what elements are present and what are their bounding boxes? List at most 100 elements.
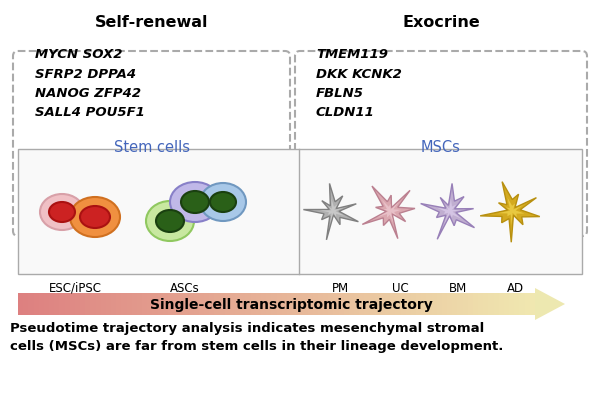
Polygon shape bbox=[59, 197, 242, 199]
Bar bbox=[152, 293, 158, 315]
Polygon shape bbox=[52, 187, 250, 188]
Polygon shape bbox=[73, 217, 228, 219]
Polygon shape bbox=[327, 178, 555, 179]
Polygon shape bbox=[308, 151, 574, 152]
Polygon shape bbox=[77, 222, 223, 224]
Bar bbox=[349, 293, 355, 315]
Bar bbox=[282, 293, 288, 315]
Polygon shape bbox=[37, 166, 265, 169]
Polygon shape bbox=[55, 192, 246, 193]
Text: TMEM119
DKK KCNK2
FBLN5
CLDN11: TMEM119 DKK KCNK2 FBLN5 CLDN11 bbox=[316, 48, 402, 119]
Bar bbox=[246, 293, 251, 315]
Bar bbox=[515, 293, 520, 315]
Text: ASCs: ASCs bbox=[170, 281, 200, 294]
Bar bbox=[256, 293, 262, 315]
Polygon shape bbox=[62, 201, 240, 202]
Polygon shape bbox=[64, 204, 237, 206]
Bar bbox=[385, 293, 391, 315]
Polygon shape bbox=[362, 226, 521, 228]
Bar bbox=[18, 293, 24, 315]
Bar bbox=[90, 293, 96, 315]
Polygon shape bbox=[316, 161, 567, 163]
Bar bbox=[302, 293, 308, 315]
Bar bbox=[147, 293, 153, 315]
Bar bbox=[519, 293, 525, 315]
Polygon shape bbox=[349, 208, 533, 210]
Bar bbox=[509, 293, 515, 315]
Bar bbox=[473, 293, 479, 315]
Bar bbox=[163, 293, 168, 315]
Polygon shape bbox=[498, 198, 525, 225]
Polygon shape bbox=[50, 184, 252, 187]
Polygon shape bbox=[304, 145, 578, 147]
Polygon shape bbox=[36, 165, 266, 166]
Text: MYCN SOX2
SFRP2 DPPA4
NANOG ZFP42
SALL4 POU5F1: MYCN SOX2 SFRP2 DPPA4 NANOG ZFP42 SALL4 … bbox=[35, 48, 145, 119]
Bar bbox=[96, 293, 101, 315]
Polygon shape bbox=[63, 202, 238, 204]
Text: BM: BM bbox=[449, 281, 467, 294]
Bar bbox=[204, 293, 210, 315]
Bar bbox=[344, 293, 349, 315]
Polygon shape bbox=[360, 222, 523, 224]
Bar bbox=[49, 293, 55, 315]
Polygon shape bbox=[305, 147, 577, 148]
Polygon shape bbox=[311, 156, 570, 157]
Polygon shape bbox=[344, 201, 539, 202]
Polygon shape bbox=[314, 160, 568, 161]
Polygon shape bbox=[45, 178, 257, 179]
Bar bbox=[380, 293, 386, 315]
Bar bbox=[39, 293, 44, 315]
Bar bbox=[80, 293, 86, 315]
Bar bbox=[183, 293, 189, 315]
Polygon shape bbox=[317, 163, 565, 165]
Polygon shape bbox=[335, 188, 547, 190]
Bar bbox=[313, 293, 318, 315]
Bar bbox=[478, 293, 484, 315]
Polygon shape bbox=[321, 169, 561, 170]
Bar bbox=[395, 293, 401, 315]
Bar bbox=[179, 293, 184, 315]
Ellipse shape bbox=[156, 211, 184, 232]
Text: AD: AD bbox=[506, 281, 524, 294]
Bar bbox=[28, 293, 34, 315]
Polygon shape bbox=[53, 188, 249, 190]
Polygon shape bbox=[325, 174, 558, 175]
Polygon shape bbox=[338, 192, 545, 193]
Polygon shape bbox=[303, 184, 358, 240]
Polygon shape bbox=[310, 154, 572, 156]
Polygon shape bbox=[54, 190, 247, 192]
Polygon shape bbox=[323, 172, 559, 174]
Polygon shape bbox=[358, 220, 524, 222]
Ellipse shape bbox=[49, 202, 75, 222]
Bar bbox=[142, 293, 148, 315]
Bar bbox=[530, 293, 536, 315]
Polygon shape bbox=[80, 226, 220, 228]
Polygon shape bbox=[330, 181, 552, 183]
Bar bbox=[240, 293, 246, 315]
Bar bbox=[328, 293, 334, 315]
Ellipse shape bbox=[70, 198, 120, 237]
Polygon shape bbox=[41, 172, 261, 174]
Bar bbox=[297, 293, 303, 315]
Bar bbox=[406, 293, 412, 315]
Polygon shape bbox=[300, 139, 582, 142]
Bar bbox=[452, 293, 458, 315]
Bar bbox=[390, 293, 396, 315]
Ellipse shape bbox=[146, 202, 194, 241]
Polygon shape bbox=[301, 142, 580, 143]
Bar bbox=[458, 293, 463, 315]
Polygon shape bbox=[27, 152, 276, 154]
Polygon shape bbox=[337, 190, 546, 192]
Polygon shape bbox=[357, 219, 526, 220]
Polygon shape bbox=[31, 157, 271, 160]
Polygon shape bbox=[355, 215, 528, 217]
Polygon shape bbox=[329, 179, 554, 181]
Polygon shape bbox=[332, 184, 550, 187]
Ellipse shape bbox=[170, 182, 220, 222]
Bar bbox=[168, 293, 174, 315]
Polygon shape bbox=[318, 165, 564, 166]
Bar bbox=[59, 293, 65, 315]
Bar bbox=[214, 293, 220, 315]
Polygon shape bbox=[29, 156, 273, 157]
Text: UC: UC bbox=[392, 281, 409, 294]
